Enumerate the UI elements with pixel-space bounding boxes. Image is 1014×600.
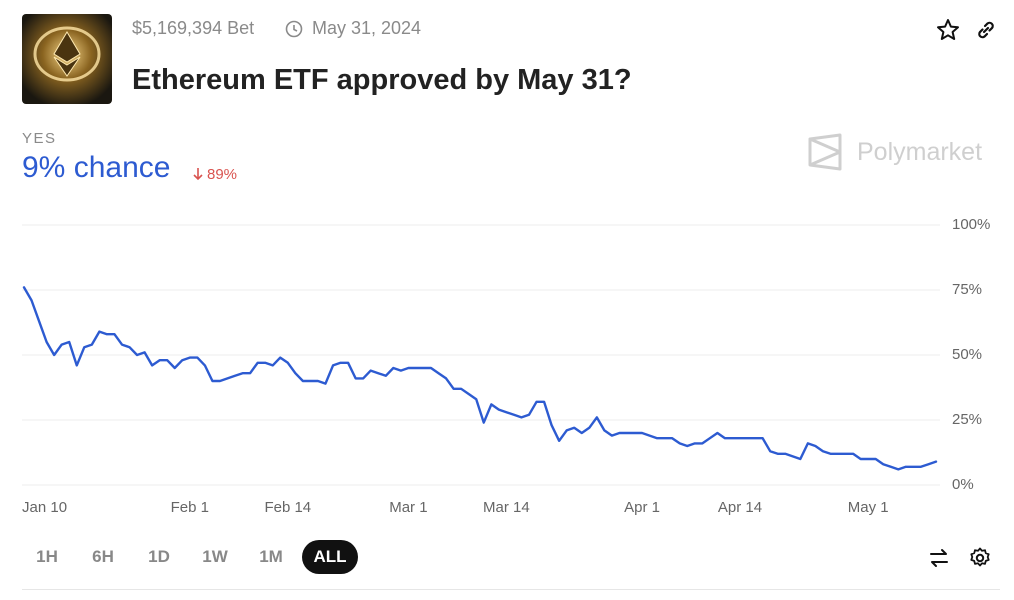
market-thumbnail xyxy=(22,14,112,104)
x-tick-label: Mar 14 xyxy=(483,499,530,516)
settings-button[interactable] xyxy=(968,546,992,570)
brand: Polymarket xyxy=(857,138,983,166)
clock-icon xyxy=(285,20,303,38)
outcome-label: YES xyxy=(22,130,57,147)
x-tick-label: Feb 1 xyxy=(171,499,209,516)
range-button[interactable]: 1W xyxy=(202,547,228,566)
x-tick-label: May 1 xyxy=(848,499,889,516)
price-line xyxy=(22,286,938,471)
divider xyxy=(22,589,1000,590)
bookmark-button[interactable] xyxy=(936,18,960,42)
range-button[interactable]: 1D xyxy=(148,547,170,566)
y-tick-label: 75% xyxy=(952,281,982,298)
range-button[interactable]: 1H xyxy=(36,547,58,566)
x-tick-label: Apr 14 xyxy=(718,499,762,516)
swap-button[interactable] xyxy=(928,547,950,569)
range-selector: 1H 6H 1D 1W 1M ALL xyxy=(22,540,358,574)
x-tick-label: Mar 1 xyxy=(389,499,427,516)
copy-link-button[interactable] xyxy=(974,18,998,42)
price-chart: 0% 25% 50% 75% 100% Jan 10 Feb 1 Feb 14 Mar 1 Mar… xyxy=(22,216,990,516)
y-tick-label: 100% xyxy=(952,216,990,233)
market-title: Ethereum ETF approved by May 31? xyxy=(132,64,632,96)
volume: $5,169,394 Bet xyxy=(132,18,255,38)
range-button[interactable]: ALL xyxy=(302,540,358,574)
y-tick-label: 25% xyxy=(952,411,982,428)
chance: 9% chance xyxy=(22,151,171,184)
change: 89% xyxy=(207,166,238,183)
end-date: May 31, 2024 xyxy=(312,18,422,38)
down-arrow xyxy=(193,168,203,181)
y-tick-label: 0% xyxy=(952,476,974,493)
range-button[interactable]: 6H xyxy=(92,547,114,566)
brand-logo xyxy=(808,133,842,171)
x-tick-label: Jan 10 xyxy=(22,499,67,516)
x-tick-label: Apr 1 xyxy=(624,499,660,516)
x-tick-label: Feb 14 xyxy=(264,499,311,516)
y-tick-label: 50% xyxy=(952,346,982,363)
range-button[interactable]: 1M xyxy=(259,547,283,566)
